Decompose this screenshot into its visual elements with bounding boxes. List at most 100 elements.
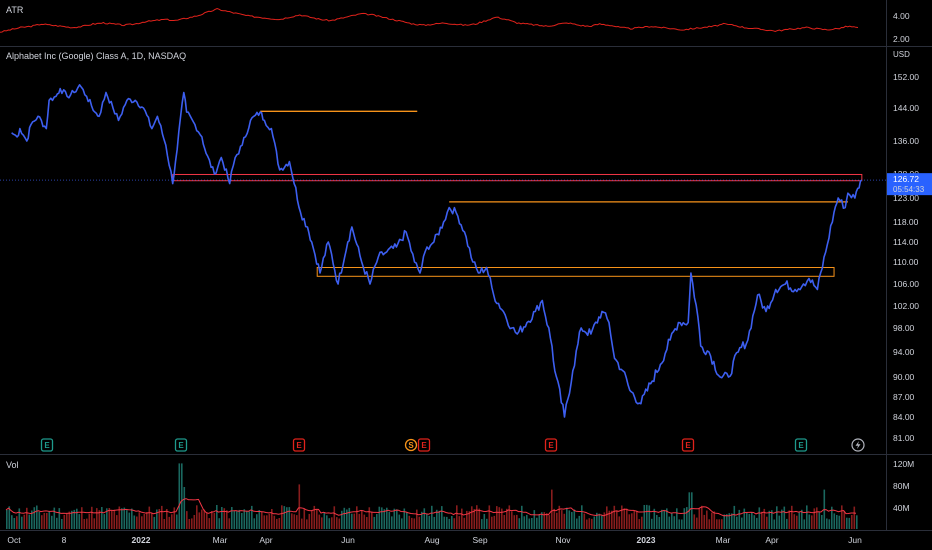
volume-bar xyxy=(826,518,828,529)
volume-bar xyxy=(258,510,261,529)
time-tick-label: 8 xyxy=(62,535,67,545)
volume-bar xyxy=(318,514,321,529)
volume-bar xyxy=(388,511,391,529)
volume-bar xyxy=(308,513,311,529)
chart-title[interactable]: Alphabet Inc (Google) Class A, 1D, NASDA… xyxy=(6,51,187,61)
volume-bar xyxy=(48,511,51,529)
volume-bar xyxy=(346,509,348,529)
support-resistance-zone[interactable] xyxy=(316,267,835,277)
volume-bar xyxy=(413,518,416,529)
countdown-value: 05:54:33 xyxy=(893,185,925,194)
volume-bar xyxy=(656,515,658,529)
volume-bar xyxy=(86,518,88,529)
volume-bar xyxy=(128,512,131,529)
volume-bar xyxy=(683,508,686,529)
volume-bar xyxy=(298,484,301,529)
volume-bar xyxy=(263,515,266,529)
earnings-marker[interactable]: E xyxy=(417,438,431,452)
volume-bar xyxy=(701,505,703,529)
volume-pane-title: Vol xyxy=(6,460,19,470)
volume-bar xyxy=(706,510,708,529)
volume-bar xyxy=(16,516,18,529)
volume-bar xyxy=(628,514,631,529)
volume-bar xyxy=(91,506,93,529)
volume-bar xyxy=(816,507,818,529)
volume-bar xyxy=(528,518,531,529)
volume-bar xyxy=(256,514,258,529)
volume-bar xyxy=(511,511,513,529)
volume-bar xyxy=(381,507,383,529)
volume-bar xyxy=(731,513,733,529)
volume-bar xyxy=(226,510,228,529)
volume-bar xyxy=(78,514,81,529)
volume-bar xyxy=(808,514,811,529)
volume-bar xyxy=(323,512,326,529)
volume-bar xyxy=(348,507,351,529)
earnings-marker[interactable]: S xyxy=(404,438,418,452)
volume-bar xyxy=(338,518,341,529)
volume-bar xyxy=(173,507,176,529)
volume-bar xyxy=(398,514,401,529)
volume-bar xyxy=(531,518,533,529)
volume-bar xyxy=(153,516,156,529)
volume-bar xyxy=(856,515,858,529)
volume-bar xyxy=(851,515,853,529)
volume-bar xyxy=(616,510,618,529)
volume-bar xyxy=(218,518,221,529)
volume-bar xyxy=(363,514,366,529)
volume-bar xyxy=(461,508,463,529)
volume-bar xyxy=(38,511,41,529)
volume-bar xyxy=(593,516,596,529)
volume-bar xyxy=(703,514,706,529)
volume-bar xyxy=(746,512,748,529)
price-levels[interactable] xyxy=(172,110,863,277)
volume-bar xyxy=(573,509,576,529)
earnings-marker-label: S xyxy=(408,441,414,450)
earnings-marker[interactable]: E xyxy=(174,438,188,452)
volume-bar xyxy=(143,514,146,529)
earnings-marker[interactable]: E xyxy=(794,438,808,452)
volume-bar xyxy=(831,506,833,529)
volume-bar xyxy=(566,507,568,529)
volume-bar xyxy=(241,513,243,529)
volume-bar xyxy=(383,509,386,529)
price-line[interactable] xyxy=(11,84,863,418)
volume-bar xyxy=(111,510,113,529)
volume-bar xyxy=(526,514,528,529)
volume-bar xyxy=(36,505,38,529)
price-pane[interactable]: 152.00144.00136.00128.00123.00118.00114.… xyxy=(0,47,932,455)
volume-bar xyxy=(553,508,556,529)
earnings-marker[interactable]: E xyxy=(544,438,558,452)
time-tick-label: Oct xyxy=(7,535,21,545)
volume-bar xyxy=(561,510,563,529)
volume-bar xyxy=(448,518,451,529)
earnings-marker[interactable]: E xyxy=(40,438,54,452)
atr-pane: 4.00 2.00 xyxy=(0,0,932,47)
volume-bar xyxy=(253,518,256,529)
support-resistance-zone[interactable] xyxy=(172,173,863,182)
volume-bar xyxy=(93,518,96,529)
time-tick-label: 2022 xyxy=(132,535,151,545)
volume-bar xyxy=(83,519,86,529)
volume-bar xyxy=(108,508,111,529)
volume-bar xyxy=(576,518,578,529)
volume-bar xyxy=(766,516,768,529)
earnings-marker[interactable]: E xyxy=(292,438,306,452)
volume-bar xyxy=(648,505,651,529)
lightning-icon[interactable] xyxy=(851,438,865,452)
earnings-marker[interactable]: E xyxy=(681,438,695,452)
volume-bar xyxy=(713,511,716,529)
volume-bar xyxy=(46,513,48,529)
volume-bar xyxy=(98,510,101,529)
volume-bar xyxy=(41,515,43,529)
volume-bar xyxy=(148,506,151,529)
volume-bar xyxy=(691,492,693,530)
volume-bar xyxy=(131,508,133,529)
volume-bar xyxy=(151,513,153,529)
volume-bar xyxy=(51,515,53,529)
volume-bar xyxy=(598,513,601,529)
volume-bar xyxy=(506,508,508,529)
time-axis[interactable]: Oct 8 2022 Mar Apr Jun Aug Sep Nov 2023 Mar Apr Jun xyxy=(0,530,932,546)
